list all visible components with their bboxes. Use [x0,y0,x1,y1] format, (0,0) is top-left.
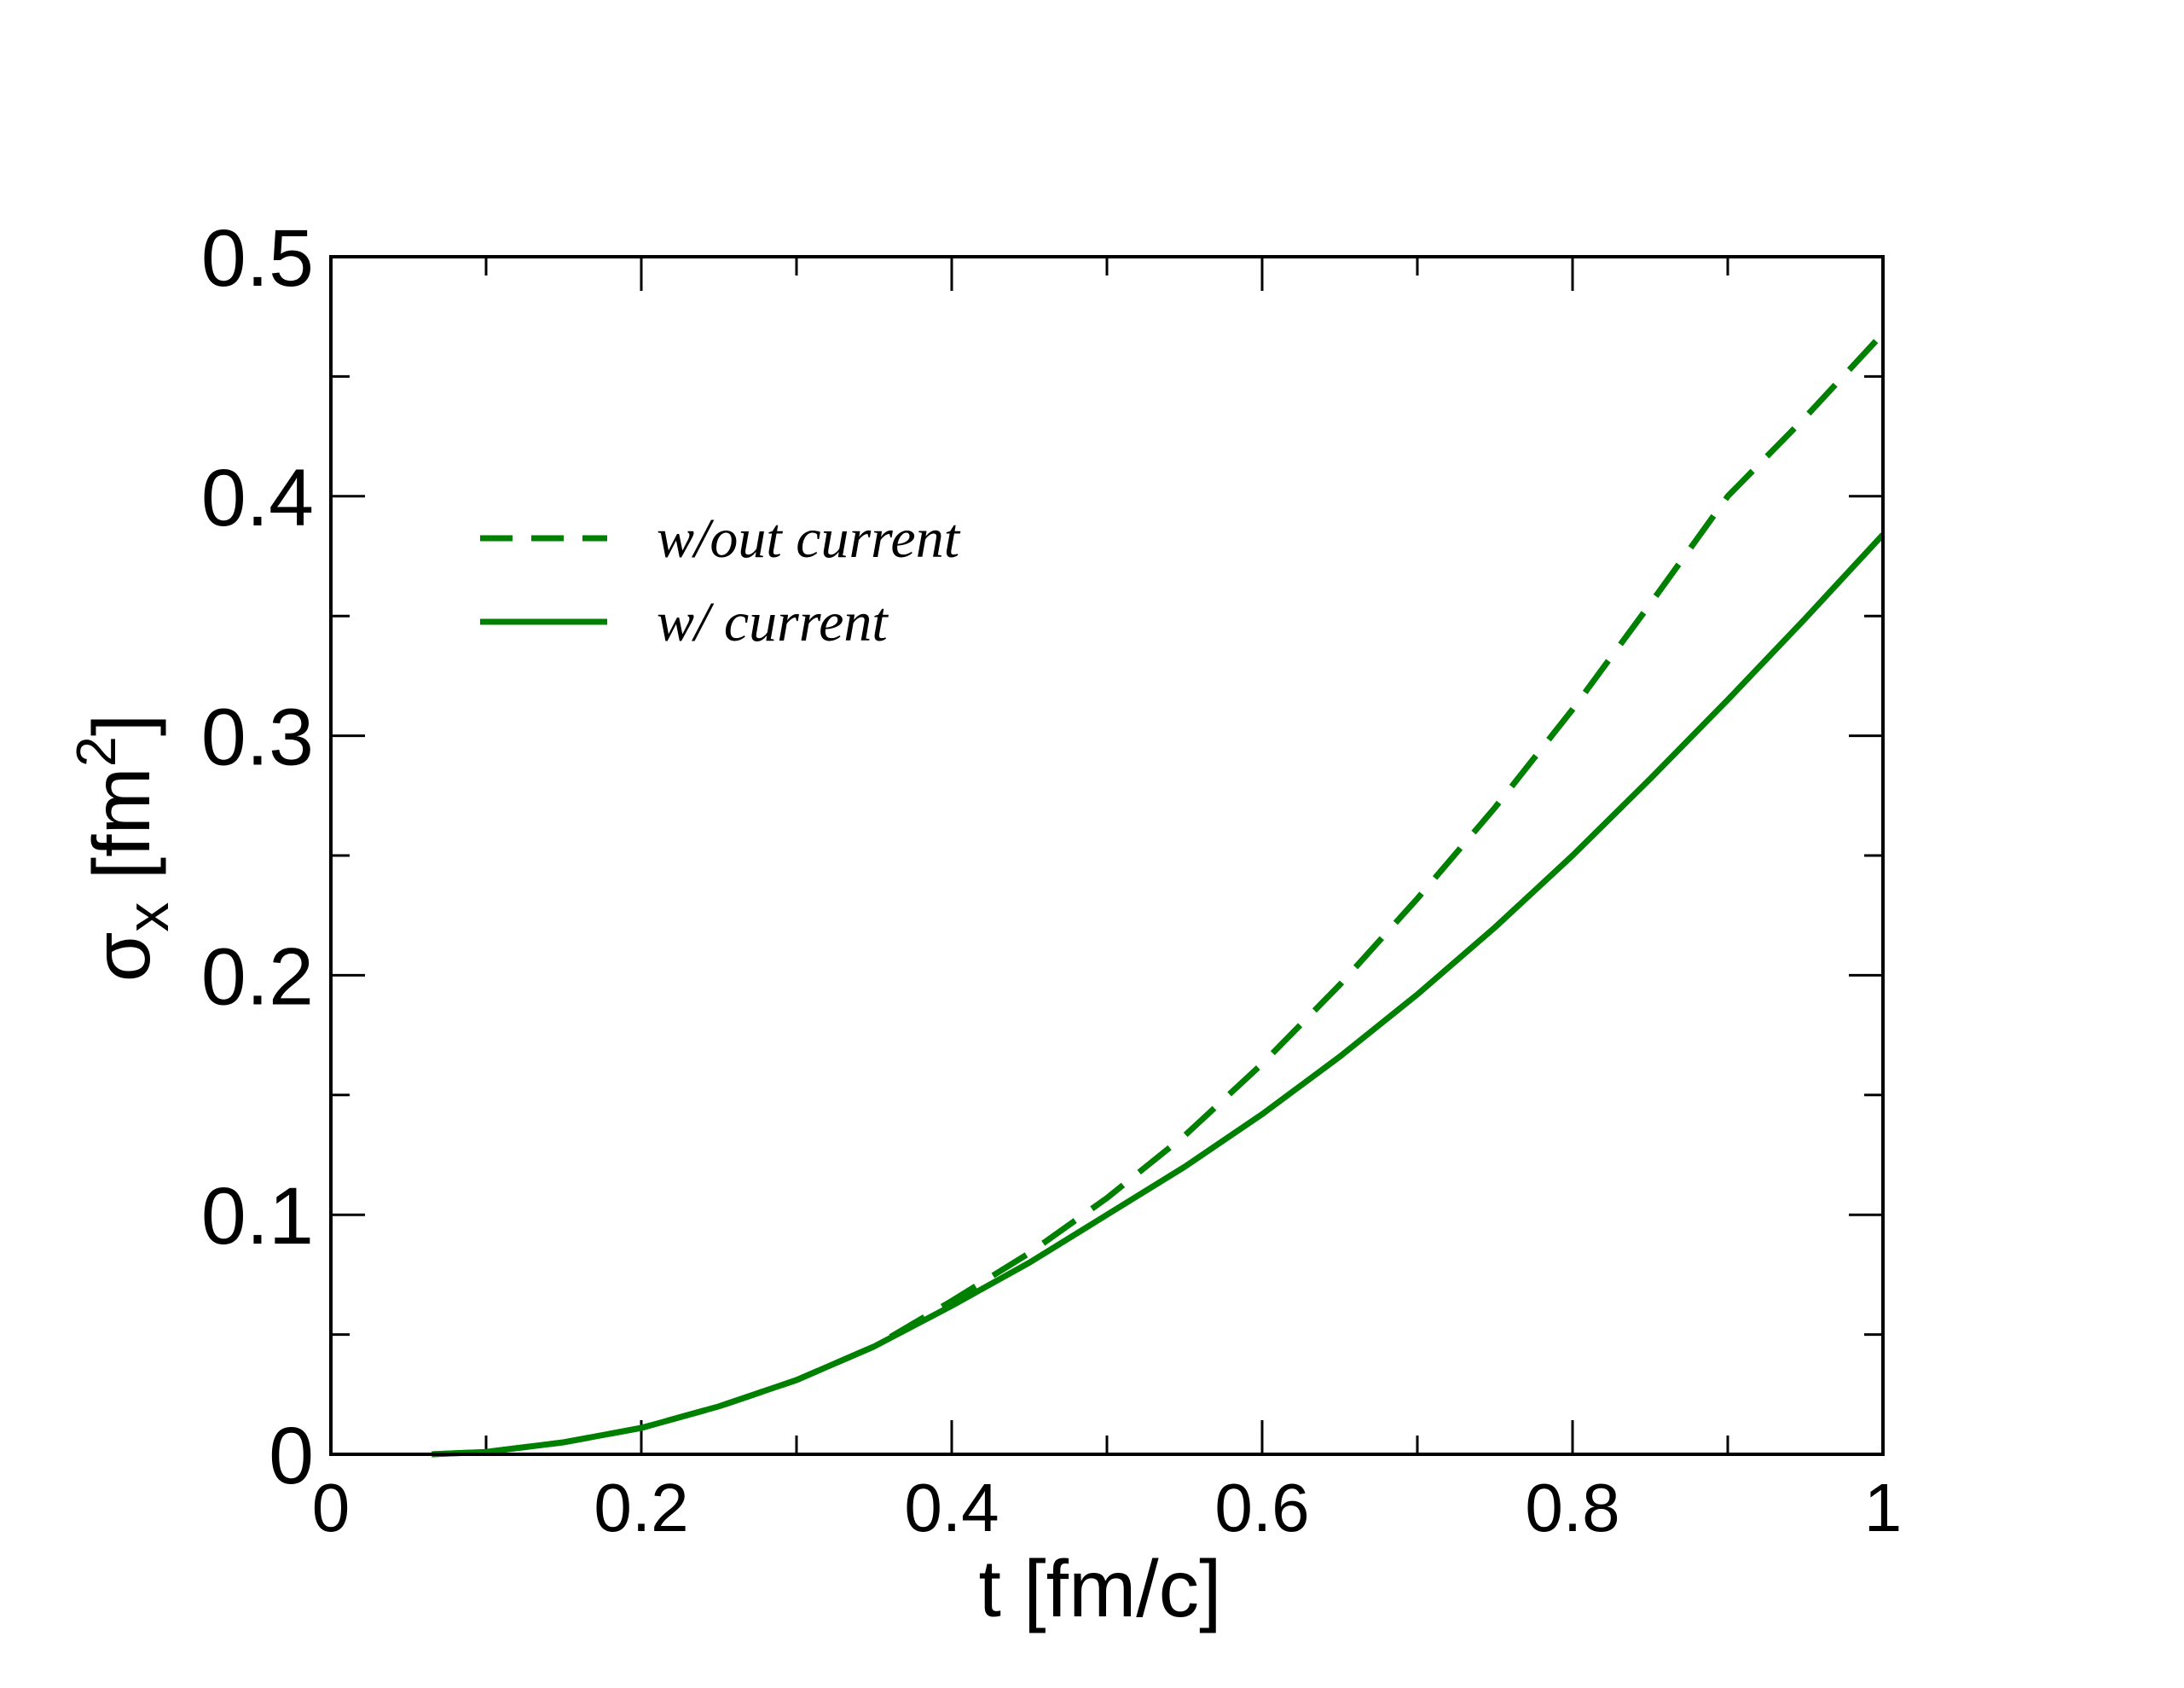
series-line [432,331,1886,1458]
legend-label: w/ current [657,591,889,653]
x-tick-label: 0.6 [1214,1470,1309,1546]
y-tick-label: 0.3 [201,693,314,783]
x-axis-label: t [fm/c] [979,1544,1222,1634]
legend-label: w/out current [657,508,961,570]
y-tick-label: 0 [269,1411,314,1501]
plot-frame [329,255,1885,1456]
x-tick-label: 1 [1864,1470,1903,1546]
y-tick-label: 0.4 [201,453,314,543]
x-tick-label: 0.8 [1525,1470,1619,1546]
x-tick-label: 0 [312,1470,350,1546]
series-line [432,532,1886,1458]
y-tick-label: 0.1 [201,1171,314,1262]
y-tick-label: 0.2 [201,931,314,1022]
y-axis-label: σx [fm2] [65,714,181,983]
y-tick-label: 0.5 [201,213,314,304]
x-tick-label: 0.2 [594,1470,688,1546]
x-tick-label: 0.4 [904,1470,999,1546]
